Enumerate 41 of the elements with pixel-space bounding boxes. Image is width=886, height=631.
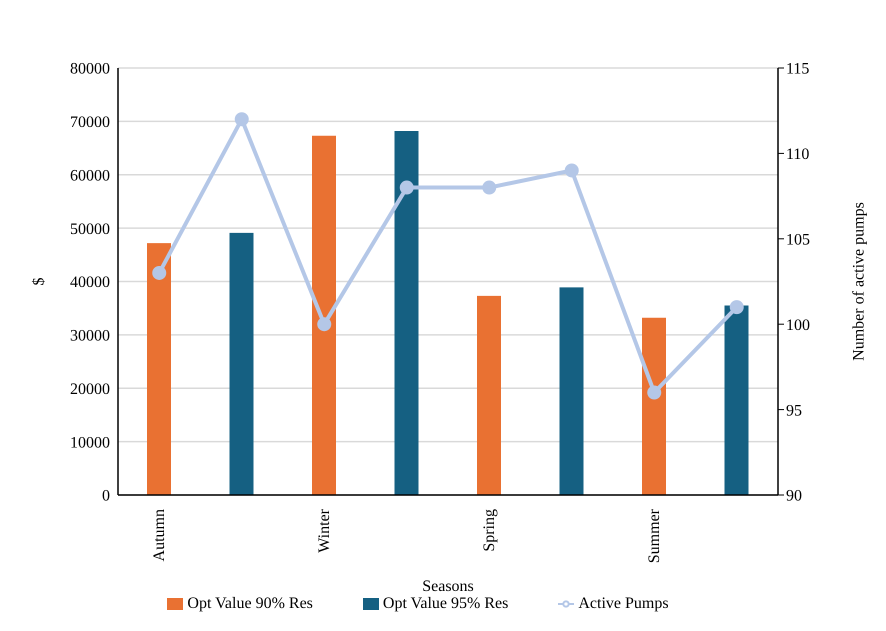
y-tick-label: 20000 <box>70 380 110 398</box>
point <box>482 180 496 195</box>
point <box>730 300 744 314</box>
bar <box>724 306 748 495</box>
x-tick-label: Autumn <box>150 509 168 562</box>
y2-tick-label: 100 <box>786 316 810 334</box>
y-tick-label: 80000 <box>70 60 110 78</box>
legend-label: Opt Value 90% Res <box>187 595 313 612</box>
y-tick-label: 40000 <box>70 274 110 292</box>
point <box>234 112 249 126</box>
bar <box>560 287 584 495</box>
bar <box>642 318 666 495</box>
point <box>400 180 414 195</box>
y-axis-title: $ <box>30 278 48 286</box>
y2-tick-label: 115 <box>786 60 810 78</box>
y2-tick-label: 90 <box>786 488 802 505</box>
x-axis-title: Seasons <box>422 578 474 595</box>
bar <box>147 243 171 495</box>
y-tick-label: 60000 <box>70 167 110 184</box>
point <box>152 266 166 280</box>
y-tick-label: 30000 <box>70 328 110 345</box>
y2-tick-label: 95 <box>786 402 802 420</box>
y-tick-label: 10000 <box>70 434 110 452</box>
legend-label: Active Pumps <box>578 595 669 612</box>
y-tick-label: 70000 <box>70 114 110 132</box>
bar <box>394 130 418 495</box>
point <box>647 386 662 400</box>
y-tick-label: 0 <box>102 488 110 505</box>
bar <box>230 232 254 495</box>
point <box>564 163 579 178</box>
x-tick-label: Winter <box>316 508 333 553</box>
x-tick-label: Spring <box>480 509 498 552</box>
point <box>317 317 332 332</box>
x-tick-label: Summer <box>646 508 663 564</box>
y-tick-label: 50000 <box>70 220 110 238</box>
legend-label: Opt Value 95% Res <box>382 595 508 612</box>
y2-axis-title: Number of active pumps <box>850 202 868 361</box>
y2-tick-label: 105 <box>786 231 810 248</box>
bar <box>312 136 336 495</box>
bar <box>477 296 501 495</box>
y2-tick-label: 110 <box>786 146 810 164</box>
